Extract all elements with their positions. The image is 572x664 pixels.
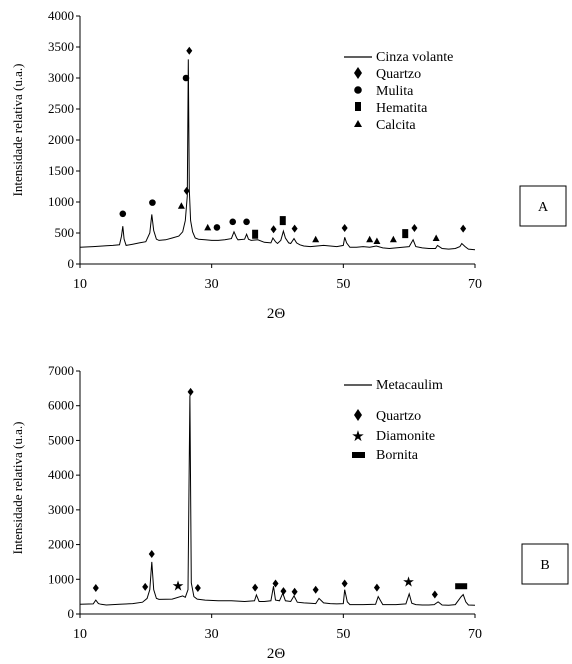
y-tick-label: 2000: [48, 132, 74, 147]
legend-cinza-volante: Cinza volante: [376, 50, 453, 65]
marker-calcita: [432, 234, 440, 241]
marker-mulita: [243, 218, 250, 226]
y-tick-label: 5000: [48, 432, 74, 447]
y-tick-label: 1000: [48, 194, 74, 209]
y-tick-label: 1000: [48, 571, 74, 586]
marker-quartzo: [373, 583, 380, 592]
x-tick-label: 50: [336, 627, 350, 642]
marker-quartzo: [186, 46, 193, 55]
marker-quartzo: [341, 224, 348, 233]
marker-mulita: [229, 218, 237, 226]
plot-area-b: 0 1000 2000 3000 4000 5000 6000 7000 10 30 50 70: [48, 363, 482, 642]
marker-quartzo: [312, 585, 319, 594]
marker-mulita: [182, 74, 190, 82]
x-tick-label: 30: [205, 277, 219, 292]
marker-quartzo: [280, 587, 287, 596]
legend-quartzo: Quartzo: [376, 409, 421, 424]
legend-calcita: Calcita: [376, 118, 416, 133]
marker-quartzo: [270, 225, 277, 234]
marker-quartzo: [142, 582, 149, 591]
legend-bornita-bar-icon: [352, 452, 365, 458]
y-tick-label: 500: [55, 225, 75, 240]
marker-quartzo: [183, 186, 190, 195]
panel-label-box-b: [521, 543, 569, 585]
legend-quartzo: Quartzo: [376, 67, 421, 82]
legend-hematita-square-icon: [355, 102, 361, 111]
y-tick-label: 3000: [48, 70, 74, 85]
marker-mulita: [149, 199, 156, 206]
marker-bornita: [455, 583, 468, 590]
marker-quartzo: [194, 583, 201, 592]
marker-hematita: [279, 216, 286, 226]
marker-quartzo: [187, 387, 194, 396]
marker-quartzo: [411, 224, 418, 233]
markers-a: [119, 46, 467, 245]
legend-a: Cinza volante Quartzo Mulita Hematita Ca…: [344, 50, 453, 133]
marker-quartzo: [272, 579, 279, 588]
y-tick-label: 2500: [48, 101, 74, 116]
marker-calcita: [177, 202, 185, 209]
markers-b: ★ ★: [92, 387, 468, 599]
legend-b: Metacaulim Quartzo ★ Diamonite Bornita: [344, 378, 443, 463]
marker-quartzo: [431, 590, 438, 599]
y-tick-label: 3000: [48, 502, 74, 517]
y-tick-label: 0: [68, 606, 75, 621]
series-line-b: [79, 395, 476, 606]
plot-area-a: 0 500 1000 1500 2000 2500 3000 3500 4000 10 30 50 70: [48, 8, 482, 292]
marker-calcita: [389, 235, 397, 243]
x-tick-label: 50: [336, 277, 350, 292]
legend-calcita-triangle-icon: [354, 120, 362, 127]
legend-diamonite: Diamonite: [376, 429, 435, 444]
marker-calcita: [373, 237, 381, 245]
marker-mulita: [213, 224, 221, 231]
marker-diamonite: ★: [172, 580, 185, 595]
legend-mulita-circle-icon: [354, 86, 362, 94]
legend-hematita: Hematita: [376, 101, 428, 116]
marker-mulita: [119, 210, 127, 218]
x-tick-label: 70: [468, 627, 482, 642]
x-tick-label: 70: [468, 277, 482, 292]
marker-quartzo: [341, 579, 348, 588]
marker-quartzo: [460, 224, 467, 233]
y-tick-label: 4000: [48, 467, 74, 482]
y-tick-label: 1500: [48, 163, 74, 178]
marker-diamonite: ★: [402, 576, 415, 591]
y-tick-label: 3500: [48, 39, 74, 54]
x-tick-label: 10: [73, 627, 87, 642]
legend-diamonite-star-icon: ★: [351, 429, 364, 445]
legend-bornita: Bornita: [376, 448, 419, 463]
panel-label-a: A: [538, 200, 549, 215]
y-tick-label: 6000: [48, 398, 74, 413]
y-axis-label-a: Intensidade relativa (u.a.): [10, 64, 25, 197]
legend-metacaulim: Metacaulim: [376, 378, 443, 393]
x-axis-label-b: 2Θ: [267, 646, 286, 662]
marker-quartzo: [252, 583, 259, 592]
marker-quartzo: [92, 583, 99, 592]
marker-calcita: [312, 235, 320, 243]
marker-quartzo: [148, 549, 155, 558]
legend-mulita: Mulita: [376, 84, 414, 99]
x-tick-label: 10: [73, 277, 87, 292]
marker-hematita: [252, 229, 259, 239]
series-line-a: [79, 59, 476, 251]
chart-a: 0 500 1000 1500 2000 2500 3000 3500 4000 10 30 50 70…: [10, 8, 567, 322]
y-axis-label-b: Intensidade relativa (u.a.): [10, 422, 25, 555]
marker-quartzo: [291, 587, 298, 596]
marker-calcita: [204, 223, 212, 231]
y-tick-label: 7000: [48, 363, 74, 378]
y-tick-label: 2000: [48, 537, 74, 552]
x-axis-label-a: 2Θ: [267, 306, 286, 322]
panel-label-box-a: [519, 185, 567, 227]
marker-hematita: [402, 229, 409, 239]
legend-quartzo-diamond-icon: [354, 409, 362, 421]
panel-label-b: B: [540, 558, 549, 573]
legend-quartzo-diamond-icon: [354, 67, 362, 79]
x-tick-label: 30: [205, 627, 219, 642]
marker-quartzo: [291, 224, 298, 233]
y-tick-label: 4000: [48, 8, 74, 23]
y-tick-label: 0: [68, 256, 75, 271]
marker-calcita: [366, 235, 374, 243]
